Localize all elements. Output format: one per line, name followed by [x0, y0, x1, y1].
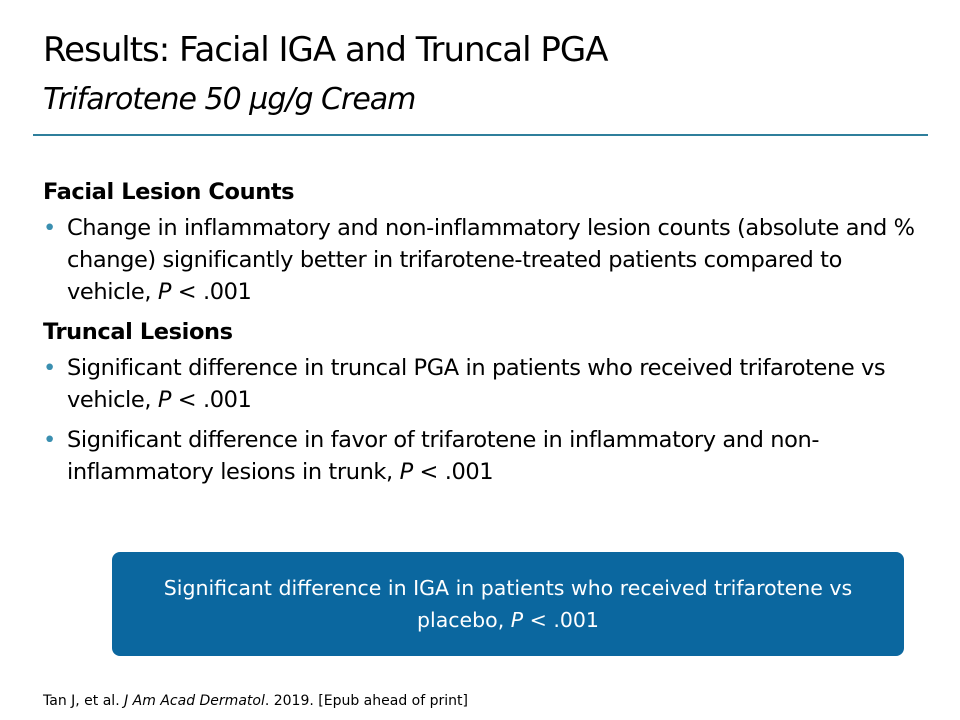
text-run: P: [157, 387, 172, 413]
text-run: . 2019. [Epub ahead of print]: [264, 693, 468, 709]
bullet-item: Significant difference in favor of trifa…: [43, 424, 923, 488]
text-run: Significant difference in IGA in patient…: [163, 576, 853, 632]
title-rule: [33, 134, 928, 136]
section-heading: Truncal Lesions: [43, 319, 233, 345]
slide-title: Results: Facial IGA and Truncal PGA: [43, 30, 608, 70]
text-run: Change in inflammatory and non-inflammat…: [67, 215, 915, 305]
text-run: < .001: [171, 387, 252, 413]
text-run: P: [510, 608, 524, 632]
text-run: Significant difference in favor of trifa…: [67, 427, 820, 485]
text-run: < .001: [523, 608, 599, 632]
bullet-item: Change in inflammatory and non-inflammat…: [43, 212, 923, 308]
text-run: Tan J, et al.: [43, 693, 125, 709]
slide-subtitle: Trifarotene 50 µg/g Cream: [43, 82, 416, 117]
text-run: < .001: [171, 279, 252, 305]
callout-text: Significant difference in IGA in patient…: [152, 572, 864, 636]
text-run: P: [157, 279, 172, 305]
slide-body: Facial Lesion Counts Change in inflammato…: [43, 172, 923, 496]
text-run: J Am Acad Dermatol: [124, 693, 265, 709]
text-run: P: [399, 459, 414, 485]
bullet-item: Significant difference in truncal PGA in…: [43, 352, 923, 416]
callout-box: Significant difference in IGA in patient…: [112, 552, 904, 656]
section-heading: Facial Lesion Counts: [43, 179, 295, 205]
text-run: Significant difference in truncal PGA in…: [67, 355, 886, 413]
reference: Tan J, et al. J Am Acad Dermatol. 2019. …: [43, 693, 468, 709]
text-run: < .001: [412, 459, 494, 485]
